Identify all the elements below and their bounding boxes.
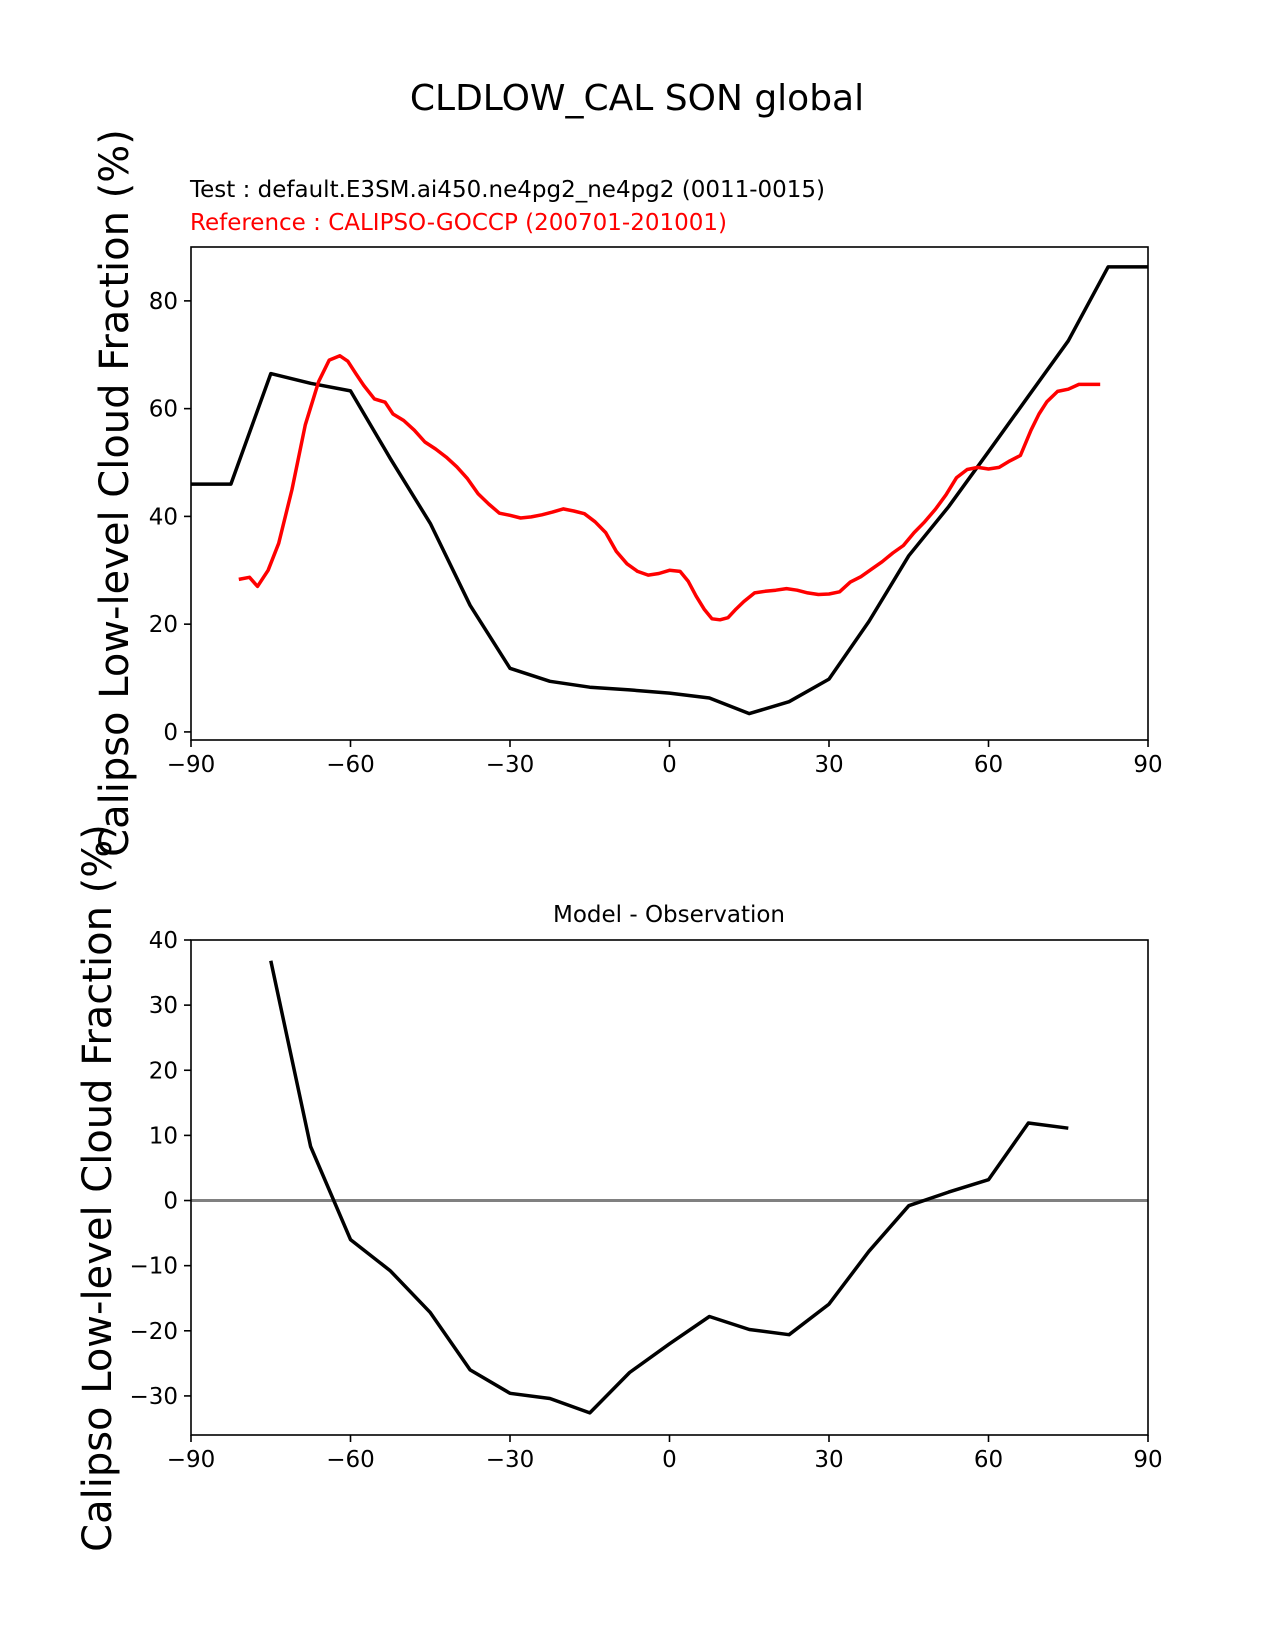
bottom-y-tick-label: 10 (149, 1123, 178, 1149)
bottom-x-tick-label: 90 (1133, 1447, 1162, 1473)
top-x-tick-label: −30 (486, 752, 535, 778)
top-y-tick-label: 40 (149, 504, 178, 530)
top-y-tick-label: 0 (163, 720, 178, 746)
bottom-y-tick-label: 20 (149, 1058, 178, 1084)
bottom-y-tick-label: −30 (129, 1384, 178, 1410)
top-x-tick-label: 0 (662, 752, 677, 778)
top-x-tick-label: 60 (974, 752, 1003, 778)
test-label: Test : default.E3SM.ai450.ne4pg2_ne4pg2 … (189, 177, 825, 203)
bottom-panel-title: Model - Observation (553, 902, 785, 928)
bottom-y-tick-label: 30 (149, 993, 178, 1019)
bottom-x-tick-label: −30 (486, 1447, 535, 1473)
top-series-test-line (191, 265, 1148, 716)
top-x-tick-label: 90 (1133, 752, 1162, 778)
bottom-x-tick-label: −90 (167, 1447, 216, 1473)
top-series-reference-line (238, 354, 1101, 622)
top-y-tick-label: 80 (149, 289, 178, 315)
top-y-tick-label: 60 (149, 397, 178, 423)
bottom-y-axis-label: Calipso Low-level Cloud Fraction (%) (75, 824, 121, 1552)
bottom-y-tick-label: −10 (129, 1254, 178, 1280)
bottom-y-tick-label: 40 (149, 928, 178, 954)
bottom-x-tick-label: 0 (662, 1447, 677, 1473)
bottom-y-tick-label: −20 (129, 1319, 178, 1345)
top-x-tick-label: −90 (167, 752, 216, 778)
bottom-x-tick-label: 60 (974, 1447, 1003, 1473)
top-panel: −90 −60 −30 0 30 60 90 0 20 40 60 80 (149, 246, 1163, 778)
top-y-axis-label: Calipso Low-level Cloud Fraction (%) (92, 129, 138, 857)
figure-title: CLDLOW_CAL SON global (410, 78, 864, 119)
top-y-tick-label: 20 (149, 612, 178, 638)
top-x-tick-label: 30 (814, 752, 843, 778)
top-x-tick-label: −60 (326, 752, 375, 778)
bottom-y-tick-label: 0 (163, 1189, 178, 1215)
reference-label: Reference : CALIPSO-GOCCP (200701-201001… (190, 210, 727, 236)
bottom-panel: −90 −60 −30 0 30 60 90 −30 −20 −10 0 10 20 30 40 (129, 928, 1162, 1473)
bottom-x-tick-label: −60 (326, 1447, 375, 1473)
bottom-series-difference-line (269, 960, 1069, 1415)
bottom-x-tick-label: 30 (814, 1447, 843, 1473)
